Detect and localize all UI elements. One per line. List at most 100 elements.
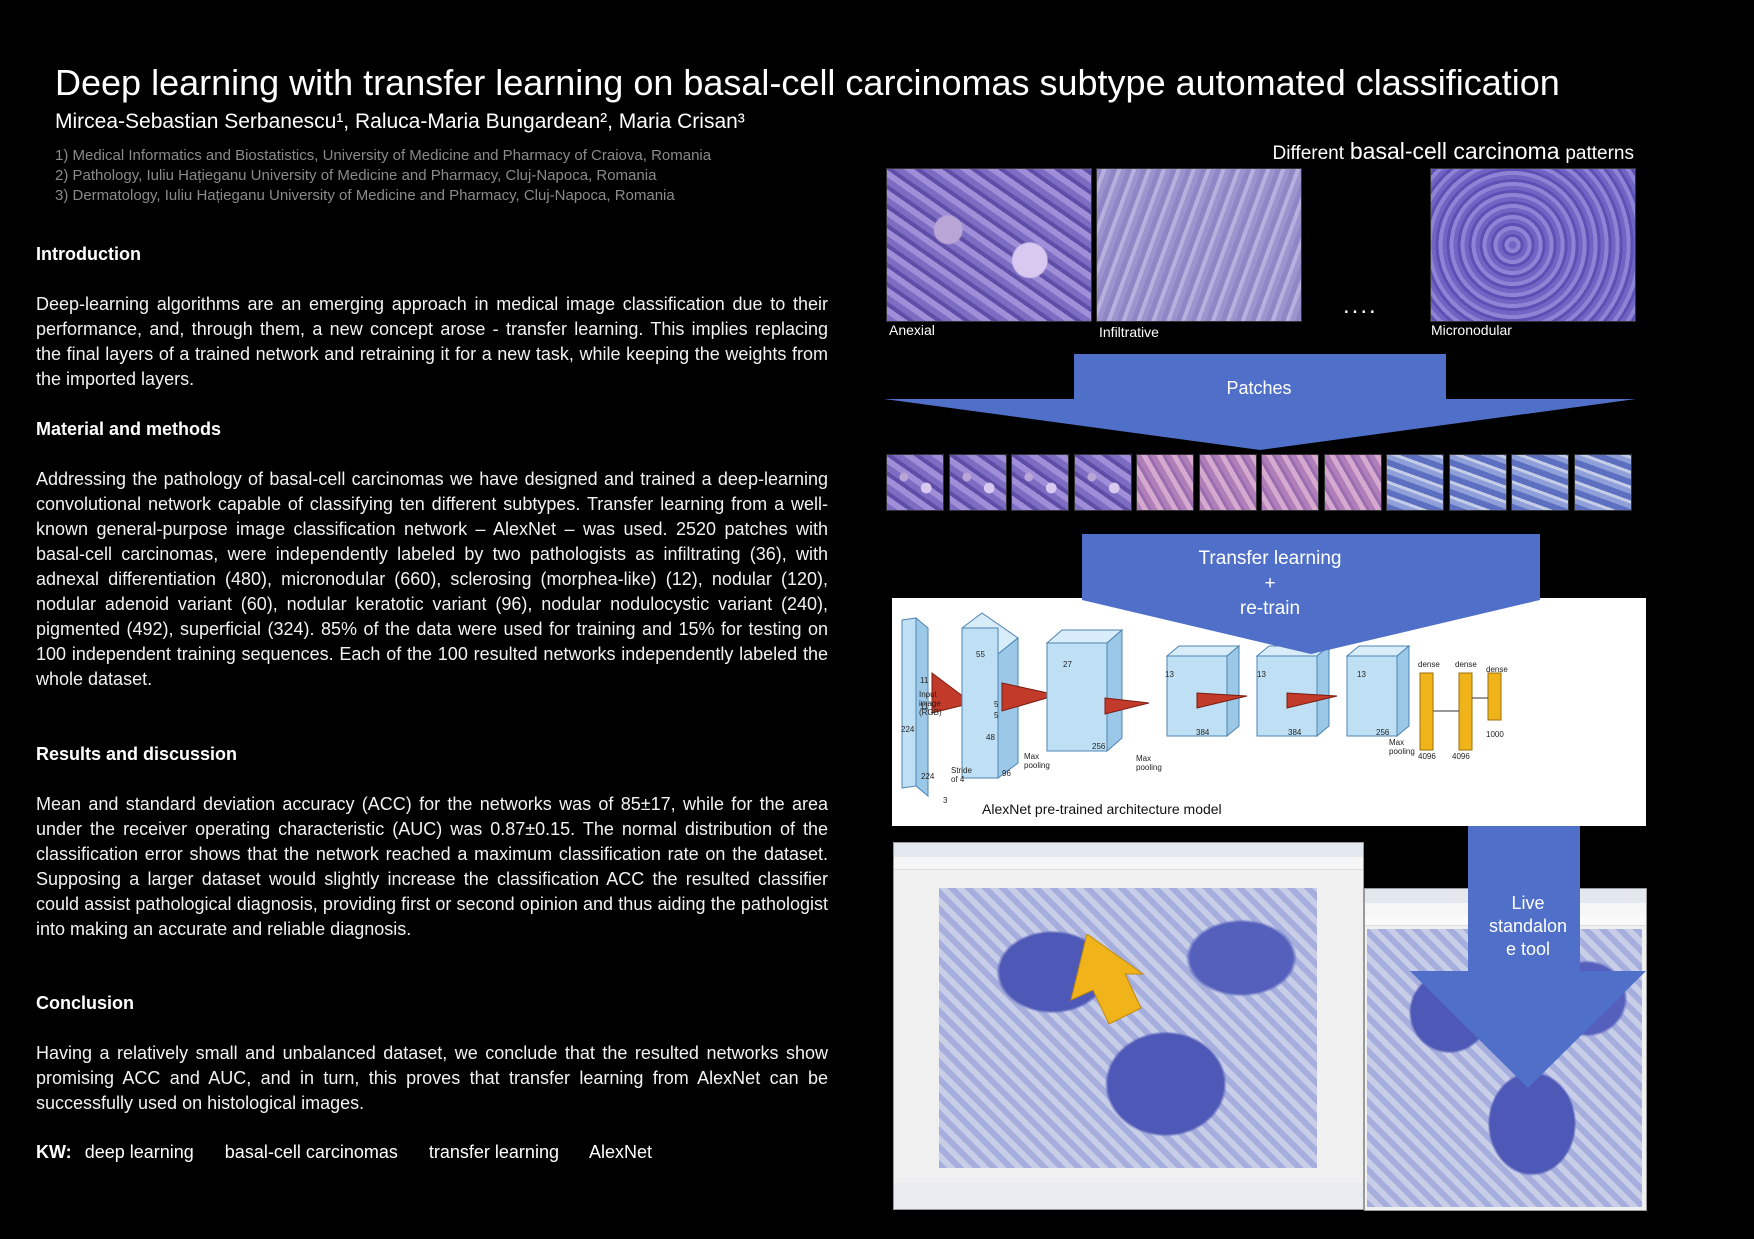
viewer-toolbar xyxy=(894,1183,1363,1209)
dim-label: 224 xyxy=(921,772,935,781)
transfer-label-line: re-train xyxy=(1239,598,1301,619)
introduction-text: Deep-learning algorithms are an emerging… xyxy=(36,294,828,389)
keyword-item: basal-cell carcinomas xyxy=(224,1142,398,1162)
max-pooling-line: Max xyxy=(1024,752,1040,761)
max-pooling-label: Max pooling xyxy=(1136,754,1162,772)
dim-label: 13 xyxy=(1357,670,1366,679)
patches-arrow-label: Patches xyxy=(1226,378,1292,398)
ellipsis: .... xyxy=(1343,292,1378,319)
dim-label: 4096 xyxy=(1452,752,1470,761)
patterns-title-end: patterns xyxy=(1565,143,1634,164)
max-pooling-line: pooling xyxy=(1024,761,1050,770)
methods-heading: Material and methods xyxy=(36,419,222,439)
conclusion-text: Having a relatively small and unbalanced… xyxy=(36,1043,828,1113)
input-label-line: (RGB) xyxy=(919,708,942,717)
dense-label: dense xyxy=(1418,660,1440,669)
stride-label: Stride of 4 xyxy=(951,766,972,784)
tile-label-anexial: Anexial xyxy=(889,322,935,338)
dim-label: 3 xyxy=(943,796,948,805)
poster-title: Deep learning with transfer learning on … xyxy=(55,62,1560,103)
patches-arrow xyxy=(884,354,1636,450)
dim-label: 13 xyxy=(1257,670,1266,679)
patterns-title-big: basal-cell carcinoma xyxy=(1349,138,1560,164)
live-tool-label: Live standalon e tool xyxy=(1468,892,1588,961)
dim-label: 4096 xyxy=(1418,752,1436,761)
live-label-line: e tool xyxy=(1505,939,1551,959)
input-label-line: Input xyxy=(919,690,937,699)
max-pooling-line: pooling xyxy=(1389,747,1415,756)
keywords: KW: deep learning basal-cell carcinomas … xyxy=(36,1142,678,1163)
viewer-window-titlebar xyxy=(894,843,1363,857)
conclusion-heading: Conclusion xyxy=(36,993,134,1013)
keyword-item: deep learning xyxy=(84,1142,194,1162)
input-image-label: Input image (RGB) xyxy=(919,690,942,717)
anexial-histology-image xyxy=(886,168,1092,322)
keyword-item: transfer learning xyxy=(428,1142,559,1162)
live-label-line: standalon xyxy=(1488,916,1568,936)
authors: Mircea-Sebastian Serbanescu¹, Raluca-Mar… xyxy=(55,110,745,133)
metrics: ACC 85±17 AUC 0.87±0.15 xyxy=(1473,765,1637,825)
patch-image xyxy=(1511,454,1569,511)
viewer-window xyxy=(893,842,1364,1210)
dense-label: dense xyxy=(1455,660,1477,669)
dim-label: 55 xyxy=(976,650,985,659)
alexnet-caption: AlexNet pre-trained architecture model xyxy=(982,801,1222,817)
dim-label: 5 xyxy=(994,700,999,709)
viewer-histology-image xyxy=(939,888,1317,1168)
patch-image xyxy=(1074,454,1132,511)
patch-image xyxy=(1574,454,1632,511)
max-pooling-label: Max pooling xyxy=(1024,752,1050,770)
dim-label: 256 xyxy=(1092,742,1106,751)
dim-label: 13 xyxy=(1165,670,1174,679)
transfer-label-line: + xyxy=(1264,573,1276,594)
infiltrative-histology-image xyxy=(1096,168,1302,322)
methods-text: Addressing the pathology of basal-cell c… xyxy=(36,469,828,689)
patterns-title-small: Different xyxy=(1272,143,1345,164)
dim-label: 5 xyxy=(994,711,999,720)
patch-image xyxy=(1449,454,1507,511)
patch-image xyxy=(886,454,944,511)
patch-image xyxy=(1199,454,1257,511)
transfer-learning-label: Transfer learning + re-train xyxy=(1160,546,1380,621)
affiliation-3: 3) Dermatology, Iuliu Hațieganu Universi… xyxy=(55,187,675,204)
tile-label-micronodular: Micronodular xyxy=(1431,322,1512,338)
dim-label: 224 xyxy=(901,725,915,734)
results-heading: Results and discussion xyxy=(36,744,238,764)
patch-image xyxy=(949,454,1007,511)
patch-image xyxy=(1324,454,1382,511)
live-tool-arrow xyxy=(1410,826,1646,1088)
introduction-heading: Introduction xyxy=(36,244,141,264)
keyword-item: AlexNet xyxy=(588,1142,653,1162)
input-label-line: image xyxy=(919,699,941,708)
micronodular-histology-image xyxy=(1430,168,1636,322)
dense-label: dense xyxy=(1486,665,1508,674)
keywords-label: KW: xyxy=(36,1142,72,1162)
dim-label: 11 xyxy=(920,676,929,685)
dim-label: 96 xyxy=(1002,769,1011,778)
max-pooling-line: Max xyxy=(1389,738,1405,747)
stride-label-line: of 4 xyxy=(951,775,965,784)
max-pooling-label: Max pooling xyxy=(1389,738,1415,756)
patterns-title: Different basal-cell carcinoma patterns xyxy=(1273,138,1634,165)
alexnet-layers xyxy=(901,612,1502,798)
max-pooling-line: pooling xyxy=(1136,763,1162,772)
patch-image xyxy=(1136,454,1194,511)
patch-image xyxy=(1386,454,1444,511)
acc-metric: ACC 85±17 xyxy=(1473,766,1597,793)
dim-label: 27 xyxy=(1063,660,1072,669)
affiliation-1: 1) Medical Informatics and Biostatistics… xyxy=(55,147,712,164)
dim-label: 256 xyxy=(1376,728,1390,737)
patch-image xyxy=(1261,454,1319,511)
results-text: Mean and standard deviation accuracy (AC… xyxy=(36,794,828,939)
auc-metric: AUC 0.87±0.15 xyxy=(1473,796,1637,823)
patch-image xyxy=(1011,454,1069,511)
live-label-line: Live xyxy=(1511,893,1545,913)
dim-label: 11 xyxy=(920,702,929,711)
yellow-pointer-arrow xyxy=(1070,934,1145,1024)
dim-label: 1000 xyxy=(1486,730,1504,739)
stride-label-line: Stride xyxy=(951,766,972,775)
affiliation-2: 2) Pathology, Iuliu Hațieganu University… xyxy=(55,167,657,184)
max-pooling-line: Max xyxy=(1136,754,1152,763)
dim-label: 384 xyxy=(1288,728,1302,737)
transfer-label-line: Transfer learning xyxy=(1198,548,1342,569)
